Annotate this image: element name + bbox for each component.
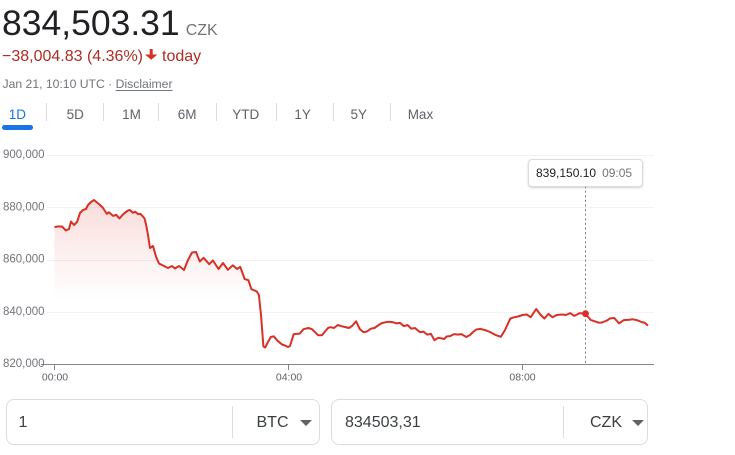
svg-text:08:00: 08:00: [509, 372, 535, 384]
svg-text:04:00: 04:00: [276, 372, 302, 384]
svg-text:880,000: 880,000: [3, 201, 45, 213]
svg-text:00:00: 00:00: [42, 372, 68, 384]
svg-text:840,000: 840,000: [3, 306, 45, 318]
svg-text:900,000: 900,000: [3, 149, 45, 161]
svg-text:820,000: 820,000: [3, 358, 45, 370]
svg-text:860,000: 860,000: [3, 254, 45, 266]
